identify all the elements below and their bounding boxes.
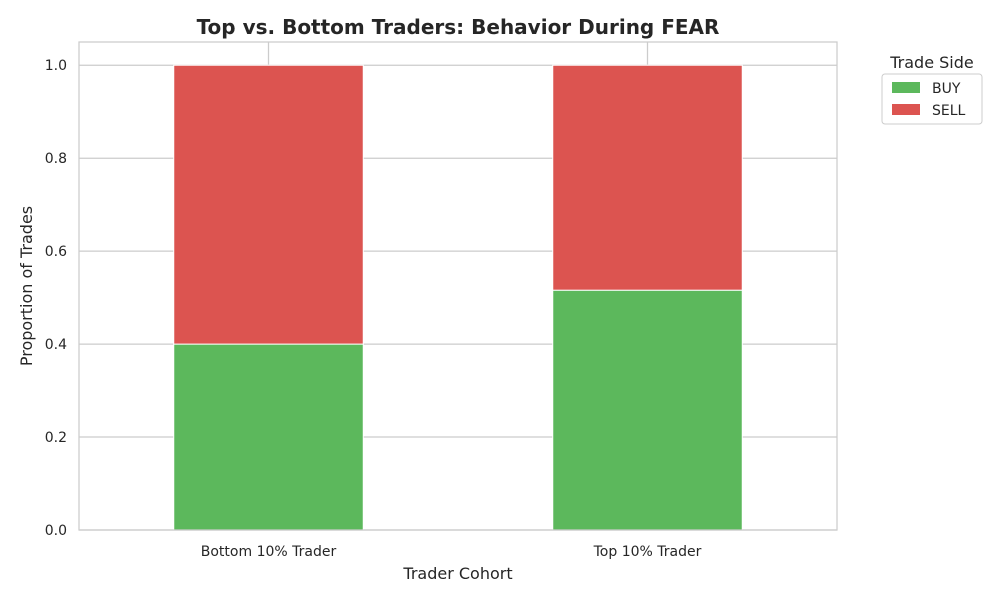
bar-buy-0 bbox=[173, 343, 364, 531]
legend-label-sell: SELL bbox=[932, 103, 966, 119]
legend-swatch-sell bbox=[892, 104, 920, 115]
y-tick-label: 0.8 bbox=[45, 151, 67, 167]
bars bbox=[173, 64, 743, 531]
bar-buy-1 bbox=[552, 289, 743, 531]
y-tick-label: 0.4 bbox=[45, 337, 67, 353]
y-tick-label: 0.0 bbox=[45, 523, 67, 539]
bar-sell-1 bbox=[552, 64, 743, 291]
legend-items: BUY SELL bbox=[892, 81, 966, 119]
legend-label-buy: BUY bbox=[932, 81, 961, 97]
y-tick-label: 1.0 bbox=[45, 58, 67, 74]
x-tick-label: Bottom 10% Trader bbox=[201, 544, 337, 560]
y-tick-label: 0.6 bbox=[45, 244, 67, 260]
y-tick-label: 0.2 bbox=[45, 430, 67, 446]
y-axis-label: Proportion of Trades bbox=[17, 206, 36, 366]
legend: Trade Side BUY SELL bbox=[881, 53, 983, 125]
bar-sell-0 bbox=[173, 64, 364, 345]
x-tick-label: Top 10% Trader bbox=[593, 544, 702, 560]
x-axis-label: Trader Cohort bbox=[402, 564, 512, 583]
plot-frame bbox=[78, 41, 838, 531]
legend-title: Trade Side bbox=[889, 53, 974, 72]
x-tick-labels: Bottom 10% Trader Top 10% Trader bbox=[201, 544, 702, 560]
chart-title: Top vs. Bottom Traders: Behavior During … bbox=[197, 15, 720, 39]
legend-swatch-buy bbox=[892, 82, 920, 93]
y-tick-labels: 0.0 0.2 0.4 0.6 0.8 1.0 bbox=[45, 58, 67, 539]
